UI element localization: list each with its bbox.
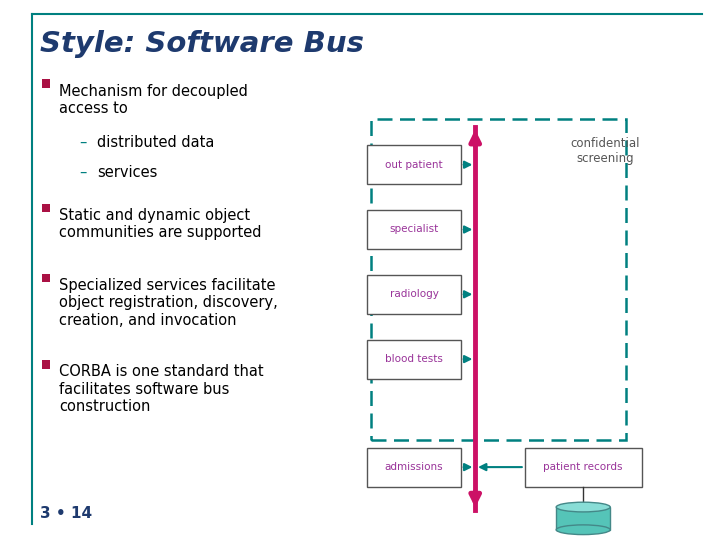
Text: blood tests: blood tests (385, 354, 443, 364)
Text: out patient: out patient (385, 160, 443, 170)
Text: radiology: radiology (390, 289, 438, 299)
Bar (42, 360, 50, 369)
FancyBboxPatch shape (525, 448, 642, 487)
Bar (42, 79, 50, 88)
Text: Mechanism for decoupled
access to: Mechanism for decoupled access to (59, 84, 248, 116)
FancyBboxPatch shape (367, 275, 461, 314)
Bar (42, 274, 50, 282)
Text: CORBA is one standard that
facilitates software bus
construction: CORBA is one standard that facilitates s… (59, 364, 264, 414)
FancyBboxPatch shape (367, 145, 461, 184)
FancyBboxPatch shape (557, 507, 611, 530)
Ellipse shape (557, 502, 611, 512)
Text: specialist: specialist (390, 225, 438, 234)
Text: admissions: admissions (384, 462, 444, 472)
Text: –: – (79, 165, 86, 180)
Text: 3 • 14: 3 • 14 (40, 506, 91, 521)
Text: confidential
screening: confidential screening (570, 137, 639, 165)
FancyBboxPatch shape (367, 448, 461, 487)
Text: distributed data: distributed data (97, 135, 215, 150)
FancyBboxPatch shape (367, 210, 461, 249)
Bar (42, 204, 50, 212)
Text: Specialized services facilitate
object registration, discovery,
creation, and in: Specialized services facilitate object r… (59, 278, 278, 328)
Ellipse shape (557, 525, 611, 535)
Text: services: services (97, 165, 158, 180)
Text: Static and dynamic object
communities are supported: Static and dynamic object communities ar… (59, 208, 261, 240)
Text: patient records: patient records (544, 462, 623, 472)
FancyBboxPatch shape (367, 340, 461, 379)
Text: –: – (79, 135, 86, 150)
Text: Style: Software Bus: Style: Software Bus (40, 30, 364, 58)
